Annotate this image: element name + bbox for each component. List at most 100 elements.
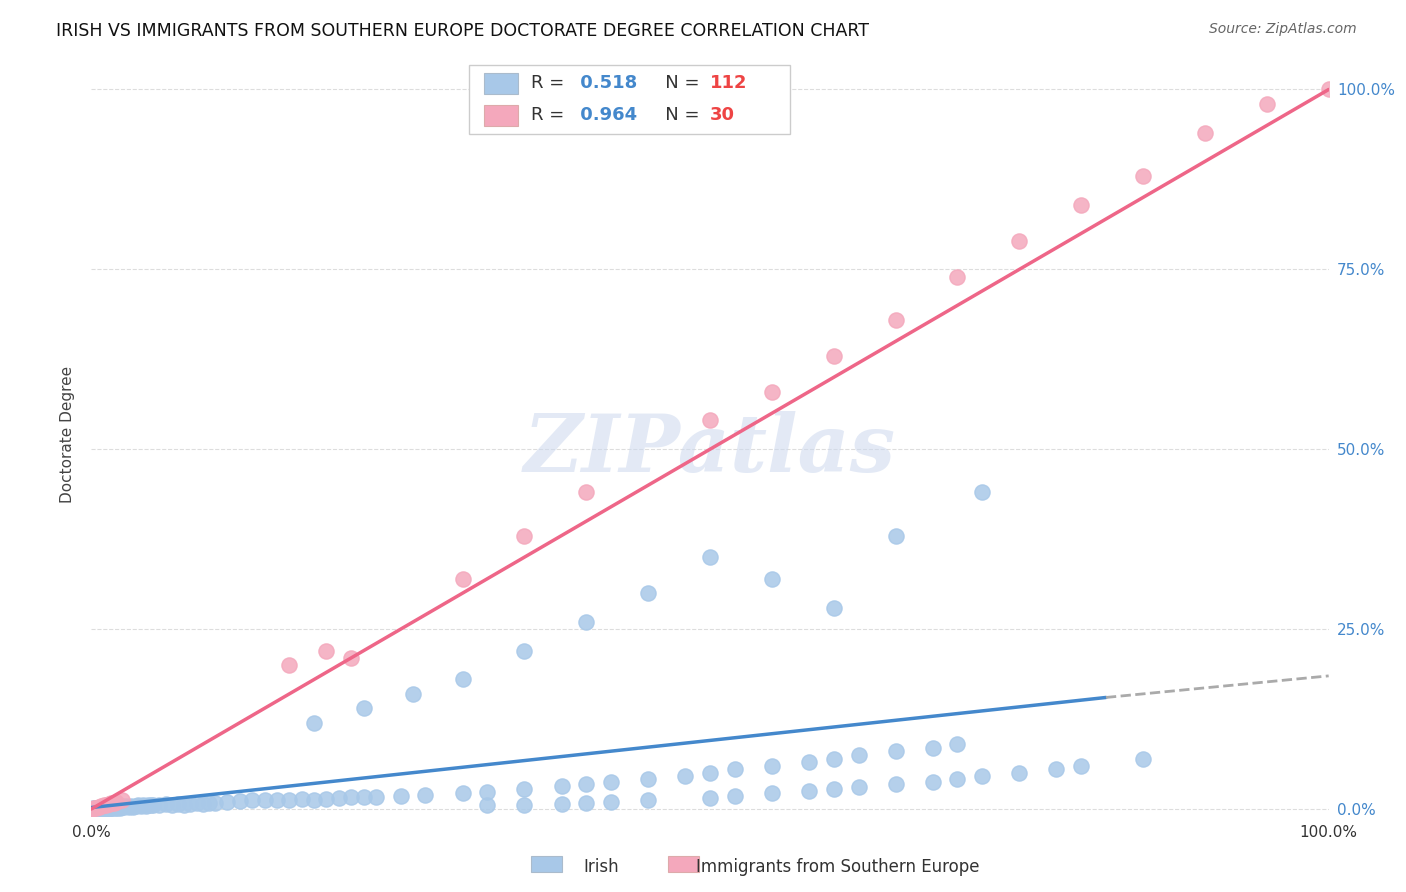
Point bbox=[97, 797, 120, 811]
Point bbox=[198, 796, 221, 810]
Point bbox=[1070, 759, 1092, 773]
Point bbox=[173, 797, 195, 812]
Point bbox=[823, 349, 845, 363]
Point bbox=[946, 269, 969, 284]
Point bbox=[139, 797, 162, 812]
Point bbox=[98, 800, 121, 814]
Point bbox=[135, 799, 157, 814]
Point bbox=[1008, 766, 1031, 780]
Point bbox=[83, 801, 105, 815]
Point bbox=[91, 800, 114, 814]
Point bbox=[105, 800, 128, 814]
FancyBboxPatch shape bbox=[468, 65, 790, 134]
Point bbox=[96, 801, 118, 815]
Point bbox=[823, 751, 845, 765]
Point bbox=[179, 797, 201, 811]
Point bbox=[415, 789, 437, 803]
Point bbox=[278, 658, 301, 673]
Point bbox=[217, 795, 239, 809]
Point bbox=[389, 789, 412, 803]
Point bbox=[575, 485, 598, 500]
Point bbox=[278, 792, 301, 806]
Text: 30: 30 bbox=[710, 106, 735, 124]
Text: Irish: Irish bbox=[583, 858, 619, 876]
Point bbox=[90, 799, 112, 814]
Point bbox=[104, 800, 127, 814]
Text: 0.964: 0.964 bbox=[574, 106, 637, 124]
Point bbox=[86, 800, 108, 814]
Point bbox=[90, 802, 112, 816]
FancyBboxPatch shape bbox=[668, 856, 699, 872]
Point bbox=[266, 793, 288, 807]
Point bbox=[155, 797, 177, 811]
Point bbox=[884, 744, 907, 758]
Point bbox=[575, 615, 598, 629]
Point bbox=[120, 799, 142, 814]
Text: 0.518: 0.518 bbox=[574, 74, 637, 92]
Point bbox=[761, 786, 783, 800]
Point bbox=[513, 643, 536, 657]
Point bbox=[111, 799, 134, 814]
Point bbox=[86, 802, 108, 816]
Point bbox=[229, 794, 252, 808]
Point bbox=[93, 801, 115, 815]
Point bbox=[451, 572, 474, 586]
Point bbox=[364, 790, 387, 805]
Point bbox=[972, 769, 994, 783]
Point bbox=[148, 797, 170, 812]
FancyBboxPatch shape bbox=[484, 72, 519, 94]
Point bbox=[1008, 234, 1031, 248]
Point bbox=[353, 701, 375, 715]
Point bbox=[637, 772, 659, 786]
Point bbox=[84, 801, 107, 815]
Point bbox=[328, 791, 350, 805]
Point bbox=[946, 772, 969, 786]
Point bbox=[823, 781, 845, 796]
Point bbox=[884, 312, 907, 326]
Point bbox=[110, 800, 132, 814]
Point bbox=[921, 774, 943, 789]
Text: R =: R = bbox=[530, 106, 569, 124]
Text: ZIPatlas: ZIPatlas bbox=[524, 411, 896, 489]
Text: 112: 112 bbox=[710, 74, 748, 92]
Point bbox=[724, 789, 747, 803]
Point bbox=[1317, 82, 1340, 96]
Point bbox=[96, 800, 118, 814]
Point bbox=[302, 715, 325, 730]
Point bbox=[340, 790, 363, 805]
Point bbox=[673, 769, 696, 783]
Point bbox=[884, 528, 907, 542]
Text: R =: R = bbox=[530, 74, 569, 92]
Point bbox=[340, 651, 363, 665]
Point bbox=[637, 793, 659, 807]
Point bbox=[797, 756, 820, 770]
Point bbox=[1070, 197, 1092, 211]
Point bbox=[315, 792, 337, 806]
Point bbox=[972, 485, 994, 500]
Point bbox=[103, 800, 125, 814]
Point bbox=[105, 800, 128, 814]
Point bbox=[83, 802, 105, 816]
Point bbox=[87, 800, 110, 814]
Text: Immigrants from Southern Europe: Immigrants from Southern Europe bbox=[696, 858, 980, 876]
Point bbox=[1132, 751, 1154, 765]
Point bbox=[550, 797, 572, 811]
Point bbox=[823, 600, 845, 615]
Point bbox=[761, 572, 783, 586]
Point bbox=[100, 801, 122, 815]
Point bbox=[111, 793, 134, 807]
Point bbox=[451, 673, 474, 687]
Point bbox=[93, 798, 115, 813]
Point bbox=[87, 800, 110, 814]
Point bbox=[513, 528, 536, 542]
Point bbox=[797, 784, 820, 798]
Point bbox=[1045, 763, 1067, 777]
Point bbox=[699, 791, 721, 805]
Point bbox=[167, 797, 190, 811]
Point bbox=[921, 740, 943, 755]
Point bbox=[302, 792, 325, 806]
Point bbox=[191, 797, 214, 811]
Point bbox=[402, 687, 425, 701]
Point bbox=[513, 797, 536, 812]
Point bbox=[761, 759, 783, 773]
